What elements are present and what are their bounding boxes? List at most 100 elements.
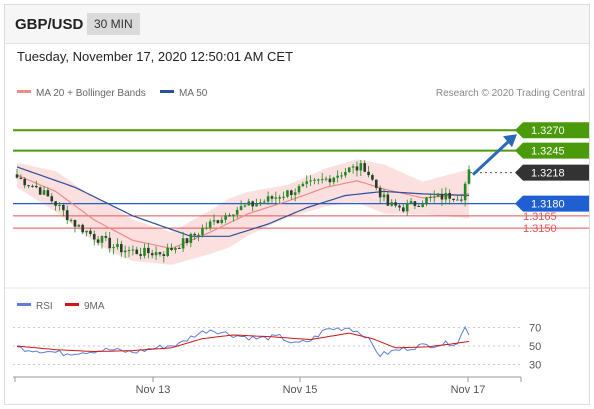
candle-body [390, 202, 394, 206]
candle-body [425, 197, 428, 205]
header-bar: GBP/USD 30 MIN [5, 5, 589, 44]
candle-body [293, 192, 297, 196]
candle-body [150, 253, 154, 256]
rsi-tick-30: 30 [529, 359, 541, 371]
candle-body [320, 179, 324, 181]
candle-body [328, 178, 332, 183]
candle-body [216, 220, 220, 223]
candle-body [239, 206, 243, 210]
rsi-tick-70: 70 [529, 323, 541, 335]
candle-body [50, 196, 54, 202]
candle-body [440, 193, 444, 200]
level-tag-1.3245 [515, 142, 589, 159]
candle-body [189, 233, 193, 243]
candle-body [413, 201, 417, 206]
candle-body [278, 197, 282, 199]
candle-body [456, 199, 459, 201]
candle-body [429, 196, 432, 198]
candle-body [19, 177, 23, 179]
candle-body [243, 205, 247, 207]
candle-body [367, 171, 370, 176]
rsi-legend-label: RSI [36, 301, 53, 312]
candle-body [289, 190, 293, 196]
candle-body [197, 234, 200, 236]
candle-body [448, 192, 451, 199]
moving-averages [16, 166, 470, 250]
candle-body [35, 185, 38, 188]
candle-body [147, 247, 150, 254]
candle-body [378, 187, 382, 198]
candle-body [274, 197, 278, 199]
candle-body [359, 163, 363, 171]
candle-body [54, 201, 57, 206]
candle-body [386, 194, 390, 206]
candle-body [317, 179, 320, 181]
rsi-legend: RSI 9MA [17, 301, 105, 312]
candle-body [143, 247, 146, 256]
level-label-1.3150: 1.3150 [523, 223, 557, 235]
candle-body [120, 244, 123, 253]
candle-body [181, 238, 185, 249]
candle-body [208, 221, 212, 228]
candle-body [340, 175, 343, 177]
candle-body [27, 185, 30, 187]
candle-body [89, 230, 92, 234]
chart-legend: MA 20 + Bollinger Bands MA 50 Research ©… [17, 88, 585, 99]
candle-body [255, 204, 258, 207]
level-tag-1.3218 [515, 164, 589, 181]
candle-body [73, 219, 77, 227]
candle-body [436, 193, 440, 197]
forecast-arrow-head [503, 134, 517, 148]
ma50-legend-swatch [160, 90, 174, 93]
candle-body [332, 177, 336, 183]
candle-body [81, 224, 84, 233]
rsi-tick-50: 50 [529, 341, 541, 353]
candle-body [131, 249, 135, 251]
candle-body [374, 179, 378, 188]
candle-body [96, 239, 100, 243]
candle-body [185, 238, 189, 243]
forecast-arrow-shaft [471, 138, 513, 176]
candle-body [355, 166, 359, 171]
candle-body [251, 201, 254, 207]
ma9-line [16, 332, 470, 353]
price-levels [13, 129, 589, 229]
candle-body [452, 198, 455, 201]
candle-body [398, 205, 401, 208]
candle-body [166, 247, 169, 256]
candle-body [336, 175, 339, 178]
level-label-1.3180: 1.3180 [531, 199, 565, 211]
candle-body [77, 224, 81, 227]
candle-body [313, 179, 316, 181]
candle-body [23, 178, 27, 186]
candle-body [228, 215, 231, 217]
candle-body [382, 194, 386, 198]
level-tag-1.3270 [515, 122, 589, 139]
candle-body [174, 247, 177, 250]
candle-body [116, 244, 119, 248]
currency-pair-title: GBP/USD [15, 16, 84, 33]
candle-body [135, 249, 139, 255]
candle-body [270, 196, 274, 199]
x-axis: Nov 13 Nov 15 Nov 17 [13, 376, 522, 396]
candle-body [127, 250, 131, 252]
candle-body [262, 201, 266, 203]
ma20-line [16, 174, 470, 250]
candle-body [467, 169, 471, 184]
candle-body [31, 185, 34, 187]
bollinger-band-area [17, 159, 469, 265]
timeframe-badge[interactable]: 30 MIN [87, 13, 140, 35]
candle-body [417, 205, 421, 207]
candle-body [62, 204, 65, 211]
candle-body [224, 215, 227, 220]
candle-body [201, 228, 204, 235]
candle-body [193, 233, 197, 236]
candle-body [235, 209, 239, 215]
candle-body [108, 237, 112, 249]
price-chart: MA 20 + Bollinger Bands MA 50 Research ©… [5, 88, 589, 396]
candle-body [371, 175, 374, 180]
candle-body [432, 196, 436, 198]
forecast-arrow [471, 134, 517, 176]
candle-body [232, 214, 235, 217]
